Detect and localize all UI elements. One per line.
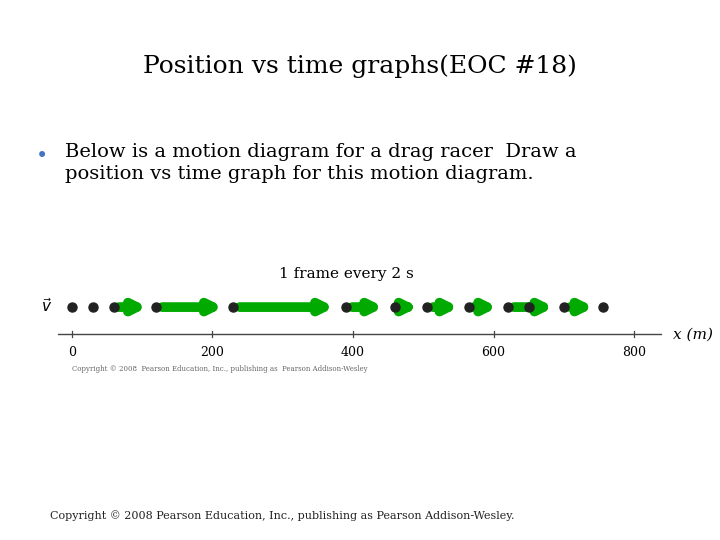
Text: 200: 200 xyxy=(200,346,224,359)
Text: 400: 400 xyxy=(341,346,365,359)
Text: 1 frame every 2 s: 1 frame every 2 s xyxy=(279,267,413,281)
Text: Copyright © 2008  Pearson Education, Inc., publishing as  Pearson Addison-Wesley: Copyright © 2008 Pearson Education, Inc.… xyxy=(72,365,367,373)
Text: •: • xyxy=(36,146,48,166)
Text: Copyright © 2008 Pearson Education, Inc., publishing as Pearson Addison-Wesley.: Copyright © 2008 Pearson Education, Inc.… xyxy=(50,510,515,521)
Text: x (m): x (m) xyxy=(673,327,713,341)
Text: Below is a motion diagram for a drag racer  Draw a: Below is a motion diagram for a drag rac… xyxy=(65,143,576,161)
Text: Position vs time graphs(EOC #18): Position vs time graphs(EOC #18) xyxy=(143,54,577,78)
Text: position vs time graph for this motion diagram.: position vs time graph for this motion d… xyxy=(65,165,534,183)
Text: $\vec{v}$: $\vec{v}$ xyxy=(41,297,52,315)
Text: 600: 600 xyxy=(482,346,505,359)
Text: 800: 800 xyxy=(622,346,647,359)
Text: 0: 0 xyxy=(68,346,76,359)
